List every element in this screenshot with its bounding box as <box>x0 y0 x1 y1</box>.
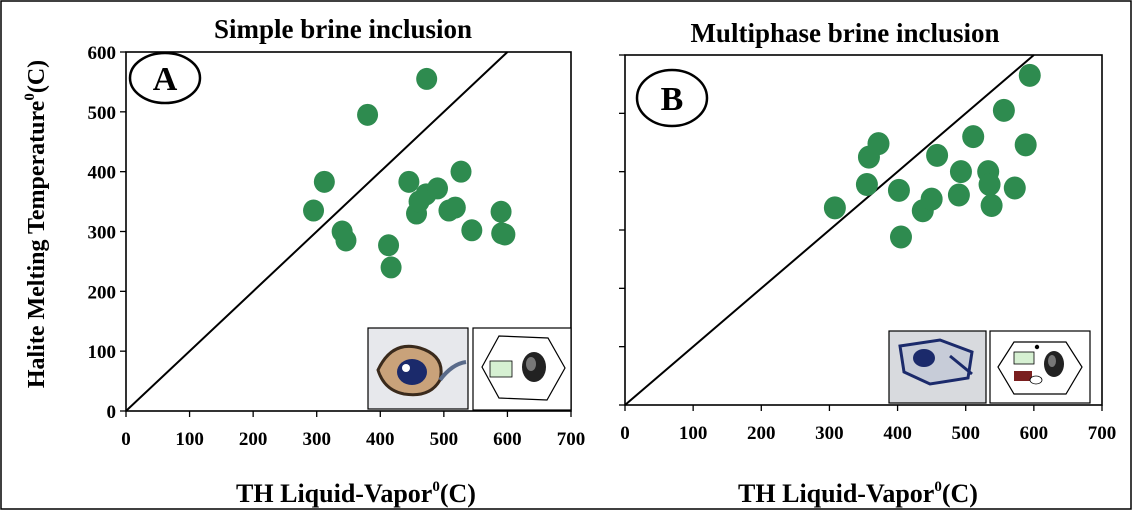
data-point <box>992 98 1015 122</box>
data-point <box>980 194 1003 217</box>
data-point <box>978 173 1001 196</box>
data-point <box>823 196 846 220</box>
panel-a-badge <box>128 51 202 105</box>
x-tick-label: 100 <box>679 423 708 444</box>
y-tick-label: 200 <box>88 282 117 303</box>
data-point <box>416 67 438 90</box>
panel-a: Simple brine inclusion 0 100 200 300 400 500 6… <box>88 14 586 450</box>
data-point <box>444 196 466 219</box>
data-point <box>920 187 943 211</box>
one-to-one-line <box>624 54 1035 406</box>
panel-b-x-axis-label: TH Liquid-Vapor0(C) <box>738 479 978 508</box>
x-tick-label: 300 <box>815 423 844 444</box>
x-tick-label: 600 <box>493 429 522 450</box>
panel-a-x-axis-label: TH Liquid-Vapor0(C) <box>236 479 476 508</box>
panel-a-title: Simple brine inclusion <box>214 14 472 44</box>
y-tick-label: 600 <box>88 43 117 64</box>
inclusion-schematic-icon <box>989 330 1091 404</box>
x-tick-label: 200 <box>747 423 776 444</box>
x-tick-label: 400 <box>883 423 912 444</box>
panel-b-reference-line <box>624 54 1035 406</box>
data-point <box>398 170 420 193</box>
data-point <box>490 200 512 223</box>
x-tick-label: 500 <box>951 423 980 444</box>
data-point <box>962 125 985 149</box>
x-tick-label: 400 <box>366 429 395 450</box>
data-point <box>313 170 335 193</box>
data-point <box>887 178 910 202</box>
fluid-inclusion-photo <box>888 330 987 404</box>
data-point <box>461 219 483 242</box>
data-point <box>1018 63 1041 87</box>
y-tick-label: 500 <box>88 103 117 124</box>
one-to-one-line <box>125 51 509 412</box>
panel-b-letter: B <box>661 81 684 118</box>
data-point <box>949 160 972 184</box>
data-point <box>867 132 890 156</box>
panel-a-reference-line <box>125 51 509 412</box>
data-point <box>889 225 912 249</box>
panel-b-ticks: 0 100 200 300 400 500 600 700 <box>619 54 1117 444</box>
inclusion-schematic-icon <box>472 327 572 411</box>
data-point <box>494 223 516 246</box>
data-point <box>427 177 448 200</box>
data-point <box>303 199 325 222</box>
y-tick-label: 0 <box>107 402 117 423</box>
data-point <box>855 173 878 196</box>
panel-b-badge <box>635 68 709 128</box>
data-point <box>1003 176 1026 200</box>
x-tick-label: 700 <box>1088 423 1117 444</box>
data-point <box>357 103 379 126</box>
x-tick-label: 100 <box>175 429 204 450</box>
x-tick-label: 600 <box>1020 423 1049 444</box>
data-point <box>378 234 400 257</box>
y-tick-label: 300 <box>88 223 117 244</box>
y-axis-label: Halite Melting Temperature0(C) <box>22 60 50 388</box>
y-tick-label: 400 <box>88 163 117 184</box>
data-point <box>926 143 949 167</box>
fluid-inclusion-photo <box>367 327 469 410</box>
x-tick-label: 500 <box>430 429 459 450</box>
panel-a-letter: A <box>153 61 178 98</box>
y-tick-label: 100 <box>88 342 117 363</box>
panel-a-points <box>303 67 516 279</box>
x-tick-label: 0 <box>620 423 630 444</box>
x-tick-label: 200 <box>239 429 268 450</box>
panel-a-ticks: 0 100 200 300 400 500 600 700 0 100 200 300 400 500 60… <box>88 43 586 450</box>
panel-b-points <box>823 63 1041 249</box>
data-point <box>1014 133 1037 157</box>
data-point <box>947 183 970 207</box>
data-point <box>335 229 357 252</box>
panel-b-title: Multiphase brine inclusion <box>690 18 999 48</box>
x-tick-label: 300 <box>302 429 331 450</box>
data-point <box>450 160 472 183</box>
x-tick-label: 700 <box>557 429 586 450</box>
panel-b: Multiphase brine inclusion 0 100 200 300 400… <box>619 18 1116 444</box>
x-tick-label: 0 <box>121 429 131 450</box>
data-point <box>380 256 402 279</box>
